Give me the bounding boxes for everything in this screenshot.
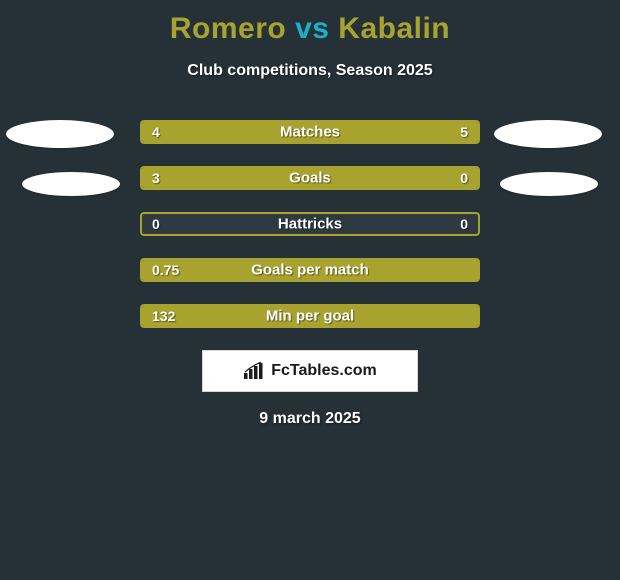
stat-label: Goals <box>289 170 331 187</box>
stat-label: Min per goal <box>266 308 354 325</box>
stat-row: Matches 4 5 <box>140 120 480 144</box>
player-oval-left-1 <box>6 120 114 148</box>
date-label: 9 march 2025 <box>0 410 620 428</box>
stat-value-left: 3 <box>152 170 160 186</box>
title-player-right: Kabalin <box>338 12 450 45</box>
player-oval-right-1 <box>494 120 602 148</box>
stat-value-right: 0 <box>460 216 468 232</box>
stat-row: Hattricks 0 0 <box>140 212 480 236</box>
stat-value-right: 0 <box>460 170 468 186</box>
stat-value-left: 0.75 <box>152 262 179 278</box>
stat-value-left: 4 <box>152 124 160 140</box>
page-title: Romero vs Kabalin <box>0 12 620 46</box>
player-oval-left-2 <box>22 172 120 196</box>
stat-row: Goals 3 0 <box>140 166 480 190</box>
stat-bar-left <box>142 122 290 142</box>
attribution-text: FcTables.com <box>271 362 377 380</box>
stat-label: Matches <box>280 124 340 141</box>
stat-value-left: 0 <box>152 216 160 232</box>
comparison-card: Romero vs Kabalin Club competitions, Sea… <box>0 0 620 580</box>
stat-label: Hattricks <box>278 216 342 233</box>
stat-bars: Matches 4 5 Goals 3 0 Hattricks 0 0 Goals per mat… <box>140 120 480 328</box>
stat-row: Min per goal 132 <box>140 304 480 328</box>
stat-label: Goals per match <box>251 262 369 279</box>
comparison-arena: Matches 4 5 Goals 3 0 Hattricks 0 0 Goals per mat… <box>0 120 620 328</box>
stat-value-left: 132 <box>152 308 175 324</box>
player-oval-right-2 <box>500 172 598 196</box>
subtitle: Club competitions, Season 2025 <box>0 62 620 80</box>
title-player-left: Romero <box>170 12 286 45</box>
title-vs: vs <box>295 12 329 45</box>
bar-chart-icon <box>243 362 265 380</box>
stat-bar-left <box>142 168 411 188</box>
attribution-badge[interactable]: FcTables.com <box>202 350 418 392</box>
stat-value-right: 5 <box>460 124 468 140</box>
stat-row: Goals per match 0.75 <box>140 258 480 282</box>
